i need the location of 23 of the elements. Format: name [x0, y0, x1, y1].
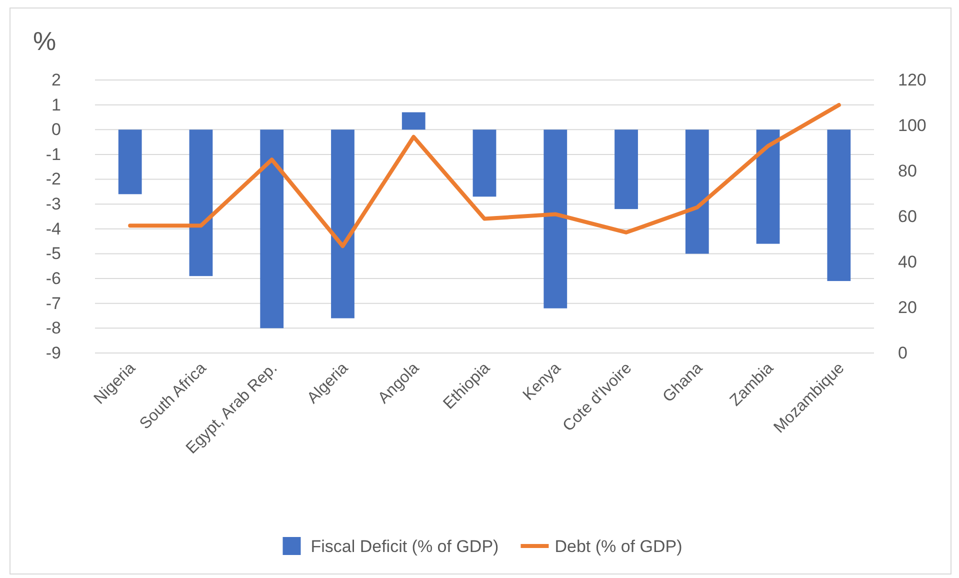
y-tick-label: -6 [46, 268, 61, 288]
y-tick-label: 0 [52, 120, 61, 140]
y2-tick-label: 100 [898, 116, 926, 135]
y-tick-label: -5 [46, 244, 61, 264]
y2-tick-label: 20 [898, 298, 917, 317]
y-tick-label: 2 [52, 70, 61, 90]
legend-label: Debt (% of GDP) [554, 537, 682, 556]
y-tick-label: -8 [46, 318, 61, 338]
y-axis-title: % [33, 26, 56, 56]
y2-tick-label: 40 [898, 252, 917, 272]
y-tick-label: -9 [46, 343, 61, 362]
y-tick-label: -1 [46, 144, 61, 164]
y2-tick-label: 0 [898, 343, 908, 362]
y2-tick-label: 80 [898, 161, 917, 180]
line-series [128, 103, 841, 248]
y2-tick-label: 60 [898, 206, 917, 226]
y-tick-label: 1 [52, 95, 61, 114]
y-tick-label: -2 [46, 170, 61, 189]
y-tick-label: -7 [46, 294, 61, 313]
legend-label: Fiscal Deficit (% of GDP) [310, 537, 499, 556]
y-tick-label: -4 [46, 219, 61, 238]
y-tick-label: -3 [46, 194, 61, 214]
y2-tick-label: 120 [898, 70, 926, 90]
